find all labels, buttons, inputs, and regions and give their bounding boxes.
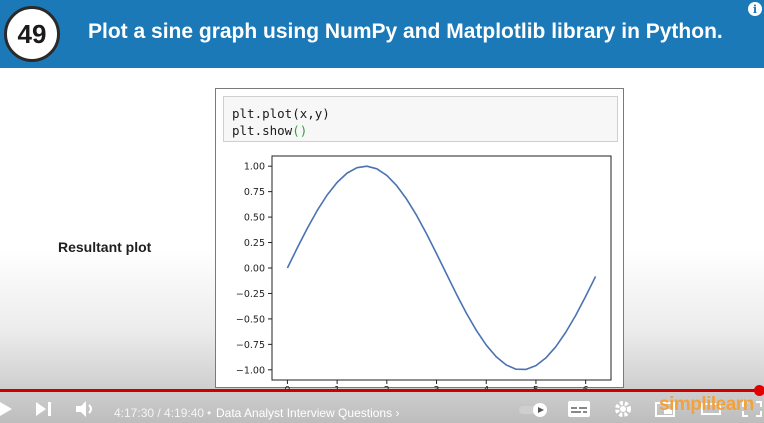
progress-bar[interactable] <box>0 389 764 392</box>
miniplayer-icon[interactable] <box>655 402 675 417</box>
fullscreen-icon[interactable] <box>742 401 762 417</box>
y-tick-label: −0.75 <box>236 340 265 351</box>
slide-title: Plot a sine graph using NumPy and Matplo… <box>88 20 723 43</box>
code-line-plot: plt.plot(x,y) <box>232 106 330 121</box>
sine-plot: 1.00 0.75 0.50 0.25 0.00 −0.25 −0.50 −0.75 −1.00… <box>236 155 612 389</box>
code-cell: plt.plot(x,y) plt.show() <box>223 96 618 142</box>
player-controls <box>0 392 764 423</box>
simplilearn-logo: simplilearn <box>659 394 754 415</box>
volume-icon[interactable] <box>76 401 96 417</box>
theater-icon[interactable] <box>701 403 721 415</box>
chapter-title: Data Analyst Interview Questions <box>216 406 393 420</box>
info-icon[interactable]: i <box>748 2 762 16</box>
y-tick-label: 0.50 <box>244 213 265 224</box>
x-tick-label: 4 <box>483 385 489 389</box>
code-show-parens: () <box>292 123 308 138</box>
y-tick-label: −0.50 <box>236 314 265 325</box>
question-number-badge: 49 <box>4 6 60 62</box>
x-tick-label: 1 <box>334 385 340 389</box>
autoplay-toggle-icon[interactable] <box>519 403 551 417</box>
chapter-title-button[interactable]: Data Analyst Interview Questions › <box>216 406 399 420</box>
y-tick-label: −0.25 <box>236 289 265 300</box>
settings-icon[interactable] <box>614 400 632 418</box>
x-tick-label: 5 <box>533 385 539 389</box>
x-tick-label: 0 <box>284 385 290 389</box>
x-tick-label: 3 <box>434 385 440 389</box>
play-icon[interactable] <box>0 402 14 416</box>
y-tick-label: 0.75 <box>244 187 265 198</box>
y-tick-label: 0.00 <box>244 264 265 275</box>
code-line-show: plt.show() <box>232 123 307 138</box>
y-tick-label: 1.00 <box>244 162 265 173</box>
header-banner: 49 Plot a sine graph using NumPy and Mat… <box>0 0 764 68</box>
y-tick-label: −1.00 <box>236 365 265 376</box>
x-tick-label: 2 <box>384 385 390 389</box>
notebook-output-panel: plt.plot(x,y) plt.show() 1.00 0.75 0.50 0.2… <box>215 88 624 389</box>
sine-series-line <box>286 165 597 371</box>
progress-scrubber-handle[interactable] <box>754 385 764 396</box>
resultant-plot-label: Resultant plot <box>58 239 152 255</box>
time-separator: • <box>207 406 212 420</box>
next-icon[interactable] <box>36 402 52 416</box>
subtitles-icon[interactable] <box>568 401 590 417</box>
code-show-text: plt.show <box>232 123 293 138</box>
y-tick-label: 0.25 <box>244 238 265 249</box>
chevron-right-icon: › <box>395 406 400 420</box>
time-display: 4:17:30 / 4:19:40 <box>114 406 205 420</box>
plot-axes-frame <box>271 155 612 381</box>
x-tick-label: 6 <box>583 385 589 389</box>
